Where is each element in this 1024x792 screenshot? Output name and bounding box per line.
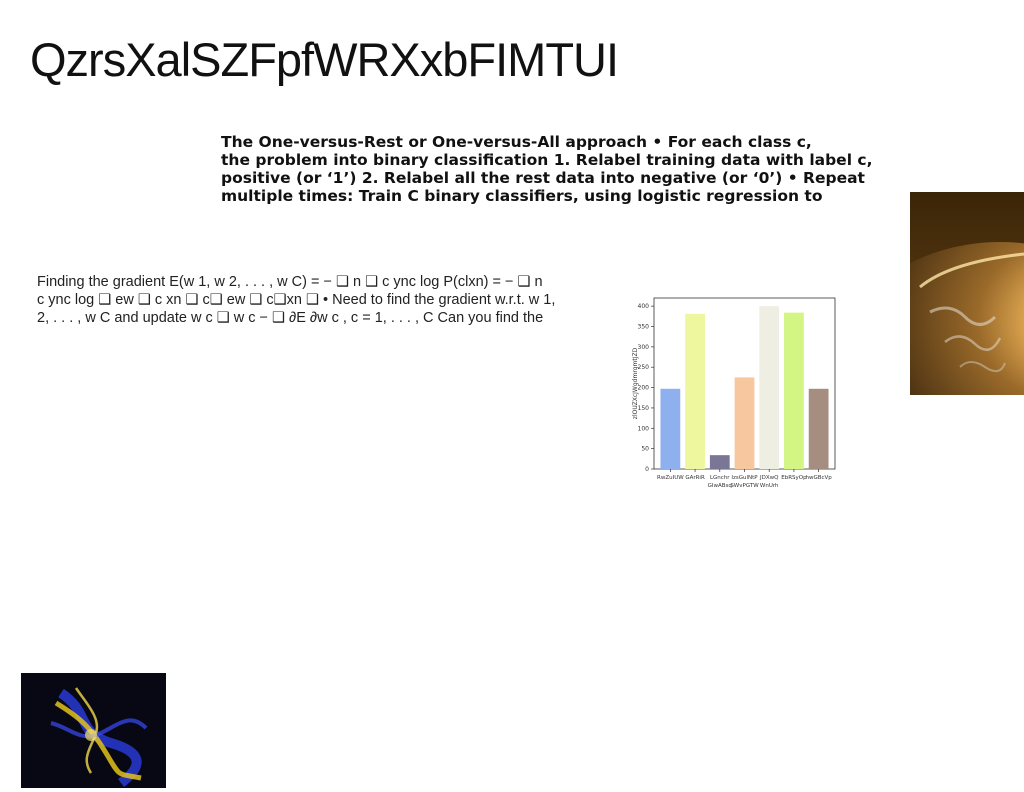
x-tick-label-line2: GIwABsq bbox=[708, 483, 732, 489]
bold-line: The One-versus-Rest or One-versus-All ap… bbox=[221, 133, 812, 151]
bar bbox=[734, 377, 755, 469]
bar bbox=[660, 388, 681, 469]
bar bbox=[784, 312, 804, 469]
body-line: c ync log ❑ ew ❑ c xn ❑ c❑ ew ❑ c❑xn ❑ •… bbox=[37, 292, 556, 308]
bar-chart-svg: 0 50 100 150 200 250 300 350 400 zlOUZXcJWgdmrqmt… bbox=[632, 297, 836, 489]
y-tick-label: 300 bbox=[638, 344, 650, 351]
y-tick-label: 50 bbox=[641, 446, 649, 453]
fractal-photo bbox=[21, 673, 166, 788]
bar bbox=[808, 388, 829, 469]
x-tick-label-line2: WnUrh bbox=[760, 483, 779, 489]
body-paragraph: Finding the gradient E(w 1, w 2, . . . ,… bbox=[37, 273, 582, 327]
x-tick-label: hwGBcVp bbox=[805, 475, 832, 481]
bar bbox=[685, 313, 705, 469]
y-tick-label: 200 bbox=[638, 385, 650, 392]
x-tick-label: GArRiR bbox=[685, 475, 705, 481]
bold-paragraph: The One-versus-Rest or One-versus-All ap… bbox=[221, 133, 891, 205]
x-tick-label: EbRSyOp bbox=[781, 475, 807, 481]
y-tick-label: 400 bbox=[638, 303, 650, 310]
y-axis-label: zlOUZXcJWgdmrqmtJZD bbox=[632, 347, 639, 419]
y-tick-label: 0 bbox=[645, 466, 649, 473]
y-tick-label: 350 bbox=[638, 324, 650, 331]
body-line: 2, . . . , w C and update w c ❑ w c − ❑ … bbox=[37, 310, 544, 326]
y-tick-label: 150 bbox=[638, 405, 650, 412]
bold-line: multiple times: Train C binary classifie… bbox=[221, 187, 823, 205]
earth-photo bbox=[830, 192, 1024, 522]
bar bbox=[709, 455, 730, 469]
bar-chart: 0 50 100 150 200 250 300 350 400 zlOUZXcJWgdmrqmt… bbox=[628, 292, 844, 492]
body-line: Finding the gradient E(w 1, w 2, . . . ,… bbox=[37, 274, 543, 290]
x-tick-label: RwZuIUW bbox=[657, 475, 684, 481]
bold-line: positive (or ‘1’) 2. Relabel all the res… bbox=[221, 169, 865, 187]
x-tick-label-line2: SWvPGTW bbox=[730, 483, 759, 489]
y-tick-label: 250 bbox=[638, 364, 650, 371]
bold-line: the problem into binary classification 1… bbox=[221, 151, 873, 169]
x-tick-label: IzsGulNtP bbox=[731, 475, 758, 481]
x-tick-label: LGnchr bbox=[710, 475, 730, 481]
bar bbox=[759, 306, 780, 469]
page-title: QzrsXalSZFpfWRXxbFIMTUI bbox=[30, 33, 619, 86]
y-tick-label: 100 bbox=[638, 425, 650, 432]
x-tick-label: JDXwQ bbox=[759, 475, 779, 481]
